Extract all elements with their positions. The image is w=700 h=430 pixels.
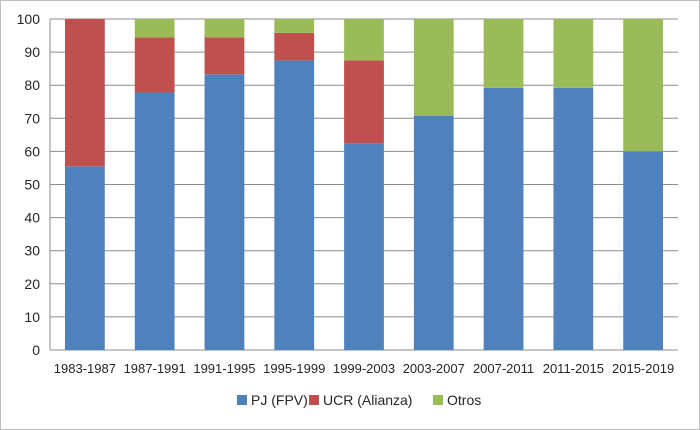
bar-segment [134,19,175,38]
legend-label: PJ (FPV) [251,392,308,408]
x-category-label: 1983-1987 [54,361,116,376]
bar-segment [65,166,105,350]
bar-segment [274,19,315,33]
x-category-label: 2003-2007 [403,361,465,376]
bar-segment [344,143,384,350]
legend-label: UCR (Alianza) [323,392,412,408]
x-category-label: 1995-1999 [263,361,325,376]
legend-swatch [309,395,319,405]
x-category-label: 1987-1991 [124,361,186,376]
y-axis-ticks: 0 10 20 30 40 50 60 70 80 90 100 [17,11,41,358]
bar-segment [65,19,105,167]
y-tick-label: 80 [24,77,40,93]
bar-segment [413,115,454,350]
bar-segment [344,60,384,144]
bar-segment [344,19,384,61]
bar-segment [623,151,663,350]
y-tick-label: 100 [17,11,41,27]
bar-segment [553,87,594,351]
bar-segment [134,37,175,93]
y-tick-label: 50 [24,177,40,193]
y-tick-label: 40 [24,210,40,226]
x-axis-categories: 1983-1987 1987-1991 1991-1995 1995-1999 1999… [54,361,674,376]
x-category-label: 1999-2003 [333,361,395,376]
x-category-label: 1991-1995 [193,361,255,376]
x-category-label: 2015-2019 [612,361,674,376]
y-tick-label: 0 [32,342,40,358]
bar-segment [483,87,524,351]
bar-segment [413,19,454,116]
legend-swatch [433,395,443,405]
y-tick-label: 70 [24,110,40,126]
y-tick-label: 30 [24,243,40,259]
bar-segment [204,19,245,38]
bar-segment [274,60,315,350]
y-tick-label: 10 [24,309,40,325]
x-category-label: 2007-2011 [473,361,534,376]
legend: PJ (FPV) UCR (Alianza) Otros [237,392,481,408]
legend-label: Otros [447,392,481,408]
bar-segment [204,74,245,350]
y-tick-label: 60 [24,143,40,159]
x-category-label: 2011-2015 [543,361,604,376]
bar-segment [623,19,663,152]
bar-segment [134,92,175,351]
bar-segment [274,32,315,61]
bar-segment [483,19,524,88]
y-tick-label: 90 [24,44,40,60]
bars [65,19,663,351]
legend-swatch [237,395,247,405]
bar-segment [204,37,245,75]
bar-segment [553,19,594,88]
y-tick-label: 20 [24,276,40,292]
